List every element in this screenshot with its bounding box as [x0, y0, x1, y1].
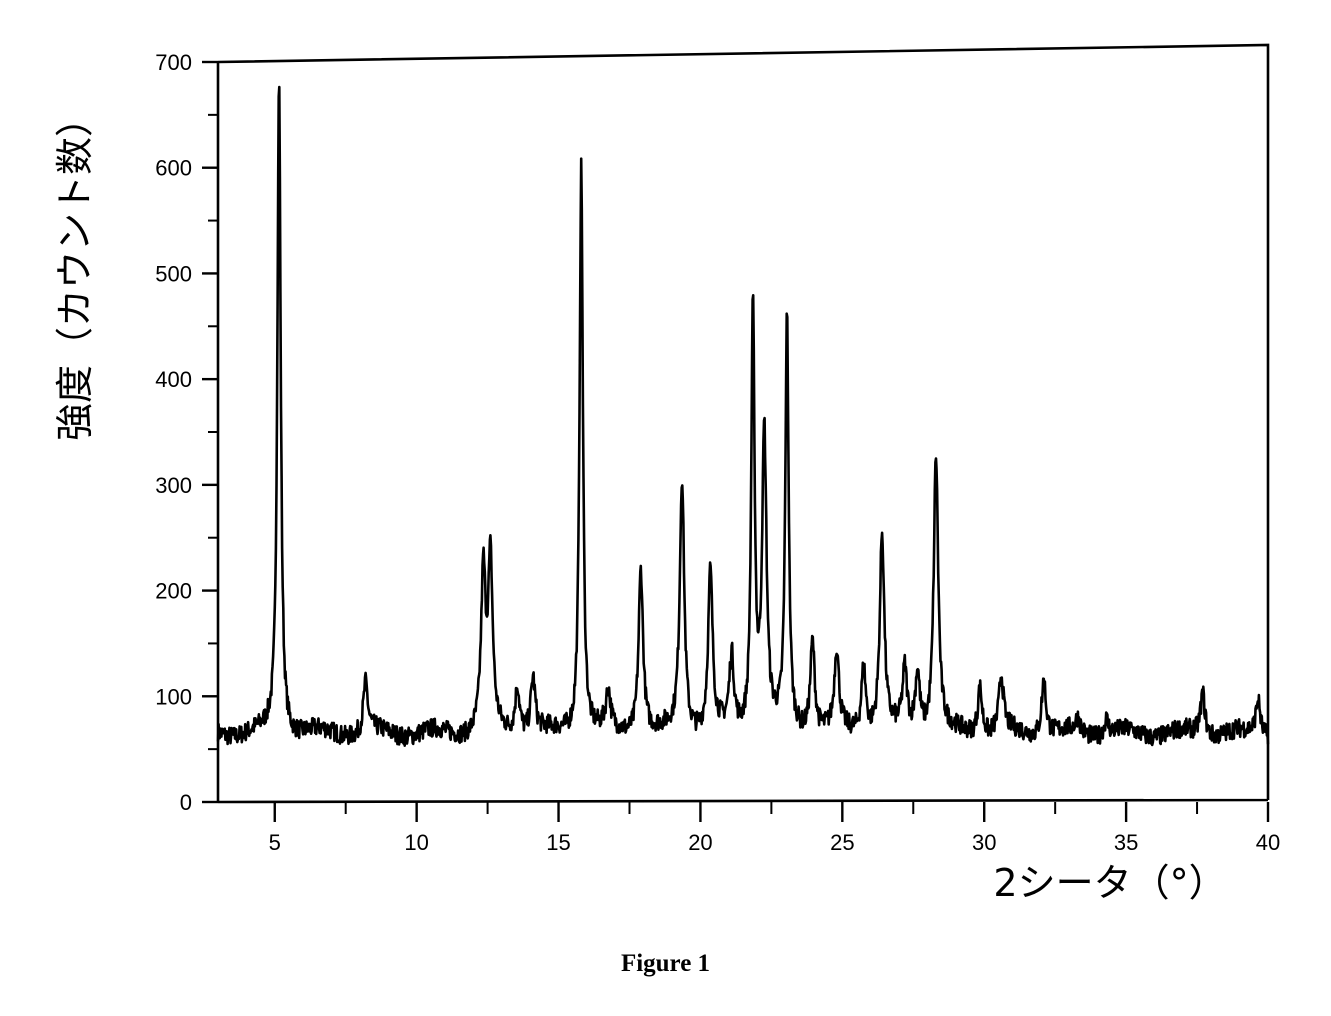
y-tick-label: 600 [155, 156, 192, 181]
y-tick-label: 500 [155, 261, 192, 286]
x-axis-title: 2シータ（°） [993, 861, 1226, 905]
axis-frame-line [218, 45, 1268, 802]
x-tick-label: 20 [688, 830, 712, 855]
y-tick-label: 200 [155, 579, 192, 604]
x-tick-label: 5 [269, 830, 281, 855]
y-tick-label: 100 [155, 684, 192, 709]
x-tick-label: 25 [830, 830, 854, 855]
y-tick-label: 0 [180, 790, 192, 815]
plot-frame [218, 45, 1268, 802]
xrd-chart: 強度（カウント数） 0 100 200 300 400 500 600 700 5 10 15 20 2… [0, 0, 1331, 1016]
x-tick-label: 40 [1256, 830, 1280, 855]
figure-caption: Figure 1 [0, 950, 1331, 978]
svg-text:強度（カウント数）: 強度（カウント数） [53, 99, 97, 441]
x-tick-label: 30 [972, 830, 996, 855]
x-tick-label: 10 [404, 830, 428, 855]
x-tick-label: 35 [1114, 830, 1138, 855]
y-tick-label: 700 [155, 50, 192, 75]
y-tick-label: 300 [155, 473, 192, 498]
y-axis-title: 強度（カウント数） [53, 99, 97, 441]
y-tick-label: 400 [155, 367, 192, 392]
xrd-pattern-line [218, 87, 1268, 746]
x-tick-label: 15 [546, 830, 570, 855]
